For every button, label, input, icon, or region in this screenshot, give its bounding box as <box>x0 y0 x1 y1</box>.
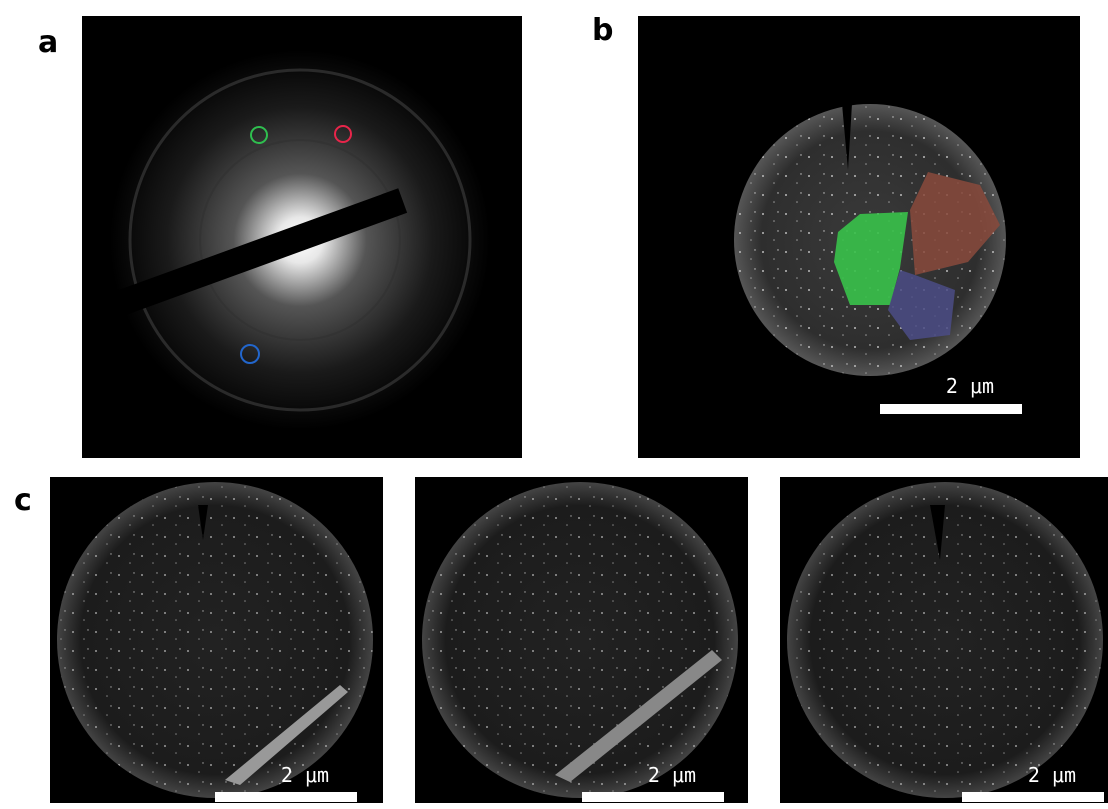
aperture-texture <box>422 482 738 798</box>
panel-label: c <box>14 483 32 518</box>
scale-bar-label: 2 μm <box>946 374 994 398</box>
scale-bar <box>962 792 1104 802</box>
body: a b 2 μm c 2 μm 2 μm 2 μm (() => { const… <box>0 0 1108 809</box>
scale-bar-label: 2 μm <box>648 763 696 787</box>
scale-bar <box>880 404 1022 414</box>
panel-label: a <box>38 25 58 60</box>
scale-bar <box>215 792 357 802</box>
scale-bar-label: 2 μm <box>281 763 329 787</box>
aperture-texture <box>57 482 373 798</box>
scale-bar-label: 2 μm <box>1028 763 1076 787</box>
aperture-texture <box>787 482 1103 798</box>
page: Figure {"panel_labels": ["a", "b", "c"],… <box>0 0 1108 809</box>
figure: a b 2 μm c 2 μm 2 μm 2 μm <box>0 0 1108 809</box>
panel-label: b <box>592 13 613 48</box>
scale-bar <box>582 792 724 802</box>
